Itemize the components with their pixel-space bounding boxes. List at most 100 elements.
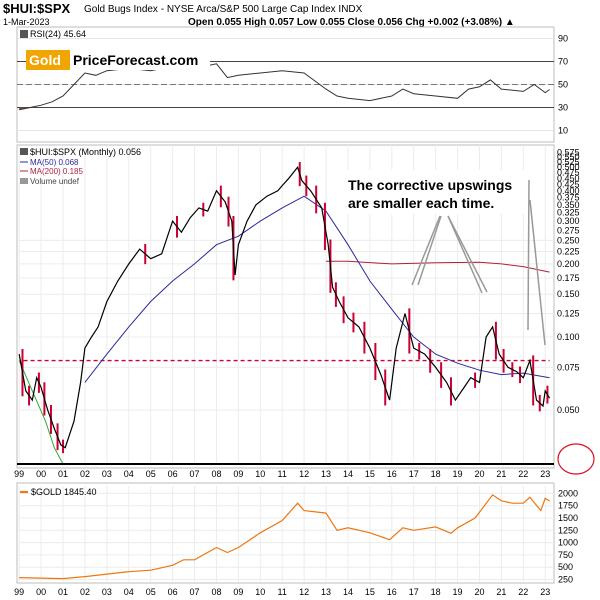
price-tick-label: 0.050	[557, 405, 580, 415]
price-panel: 0.050 0.075 0.100 0.125 0.150 0.175 0.200 0.225…	[16, 144, 595, 475]
watermark-gold-box	[26, 50, 70, 70]
annotation-line-1: The corrective upswings	[348, 177, 512, 193]
index-description: Gold Bugs Index - NYSE Arca/S&P 500 Larg…	[84, 4, 363, 15]
x-tick-label: 22	[518, 469, 528, 479]
gold-grid	[17, 486, 554, 582]
x-tick-label: 20	[474, 469, 484, 479]
price-tick-label: 0.400	[557, 186, 580, 196]
watermark-gold-word: Gold	[29, 52, 61, 68]
gold-tick-label: 1000	[558, 538, 578, 548]
x-tick-label-bottom: 11	[278, 587, 287, 597]
x-tick-label: 01	[58, 469, 68, 479]
x-tick-label: 07	[190, 469, 200, 479]
x-tick-label-bottom: 06	[168, 587, 178, 597]
x-tick-label-bottom: 16	[387, 587, 397, 597]
x-tick-label-bottom: 22	[518, 587, 528, 597]
price-series-line	[18, 165, 551, 449]
price-tick-label: 0.075	[557, 362, 580, 372]
rsi-legend: RSI(24) 45.64	[30, 29, 86, 39]
x-tick-label-bottom: 20	[474, 587, 484, 597]
pointer-2020b	[447, 215, 483, 294]
x-tick-label-bottom: 17	[409, 587, 419, 597]
ma50-line	[84, 195, 550, 383]
price-tick-label: 0.325	[557, 208, 580, 218]
x-tick-label: 14	[343, 469, 353, 479]
x-tick-label-bottom: 15	[365, 587, 375, 597]
rsi-tick-label: 30	[558, 103, 568, 113]
watermark-site-name: PriceForecast.com	[73, 52, 198, 68]
rsi-tick-labels: 10 30 50 70 90	[558, 34, 568, 136]
x-tick-label-bottom: 00	[36, 587, 46, 597]
x-tick-label-bottom: 23	[540, 587, 550, 597]
price-tick-label: 0.125	[557, 308, 580, 318]
x-tick-label-bottom: 01	[58, 587, 68, 597]
price-tick-label: 0.250	[557, 235, 580, 245]
x-tick-label-bottom: 12	[299, 587, 309, 597]
annotation: The corrective upswings are smaller each…	[344, 170, 546, 346]
price-tick-label: 0.175	[557, 273, 580, 283]
price-tick-label: 0.425	[557, 179, 580, 189]
rsi-legend-swatch	[20, 30, 28, 38]
x-tick-label-bottom: 18	[431, 587, 441, 597]
rsi-tick-label: 10	[558, 126, 568, 136]
x-axis-labels: 99 00 01 02 03 04 05 06 07 08 09 10 11 12 13 14 15 16 17 18…	[14, 469, 550, 479]
x-tick-label: 13	[321, 469, 331, 479]
chart-date: 1-Mar-2023	[3, 17, 50, 27]
x-tick-label: 06	[168, 469, 178, 479]
volume-legend-swatch	[20, 178, 28, 184]
price-legend-main: $HUI:$SPX (Monthly) 0.056	[30, 147, 141, 157]
rsi-tick-label: 70	[558, 57, 568, 67]
rsi-tick-label: 90	[558, 34, 568, 44]
price-legend-volume: Volume undef	[30, 177, 80, 186]
early-support-line	[18, 360, 64, 465]
pointer-2016	[411, 215, 441, 286]
x-tick-label: 15	[365, 469, 375, 479]
watermark: Gold PriceForecast.com	[26, 50, 210, 70]
x-tick-label: 00	[36, 469, 46, 479]
x-tick-label: 17	[409, 469, 419, 479]
x-tick-label-bottom: 14	[343, 587, 353, 597]
price-legend: $HUI:$SPX (Monthly) 0.056 MA(50) 0.068 M…	[20, 147, 141, 186]
x-tick-label: 04	[124, 469, 134, 479]
gold-panel-frame	[16, 482, 555, 584]
x-tick-label-bottom: 10	[255, 587, 265, 597]
price-tick-label: 0.300	[557, 216, 580, 226]
price-tick-label: 0.200	[557, 259, 580, 269]
gold-legend: $GOLD 1845.40	[31, 487, 97, 497]
pointer-2020	[447, 215, 488, 293]
x-tick-label-bottom: 99	[14, 587, 24, 597]
price-legend-ma200: MA(200) 0.185	[30, 167, 83, 176]
x-tick-label: 16	[387, 469, 397, 479]
watermark-site-box	[70, 50, 210, 70]
pointer-2016b	[417, 215, 442, 286]
x-tick-label: 10	[255, 469, 265, 479]
x-tick-label-bottom: 07	[190, 587, 200, 597]
price-tick-label: 0.550	[557, 152, 580, 162]
gold-price-line	[19, 494, 550, 580]
price-tick-label: 0.100	[557, 332, 580, 342]
gold-tick-label: 250	[558, 575, 573, 585]
ma200-line	[326, 260, 550, 273]
gold-tick-label: 500	[558, 562, 573, 572]
highlight-circle	[557, 443, 595, 475]
gold-tick-label: 1750	[558, 501, 578, 511]
x-tick-label-bottom: 03	[102, 587, 112, 597]
price-tick-label: 0.575	[557, 147, 580, 157]
gold-tick-label: 1250	[558, 525, 578, 535]
x-tick-label: 21	[496, 469, 506, 479]
pointer-2022	[527, 179, 530, 331]
price-tick-label: 0.475	[557, 168, 580, 178]
gold-tick-label: 2000	[558, 488, 578, 498]
price-tick-label: 0.225	[557, 246, 580, 256]
x-tick-label-bottom: 04	[124, 587, 134, 597]
gold-tick-label: 750	[558, 550, 573, 560]
x-tick-label: 18	[431, 469, 441, 479]
gold-tick-label: 1500	[558, 513, 578, 523]
pointer-2022b	[529, 199, 546, 346]
x-tick-label: 19	[453, 469, 463, 479]
annotation-box	[344, 170, 530, 214]
price-tick-label: 0.500	[557, 162, 580, 172]
price-legend-swatch	[20, 148, 28, 155]
x-tick-label: 08	[211, 469, 221, 479]
price-panel-frame	[16, 144, 555, 469]
